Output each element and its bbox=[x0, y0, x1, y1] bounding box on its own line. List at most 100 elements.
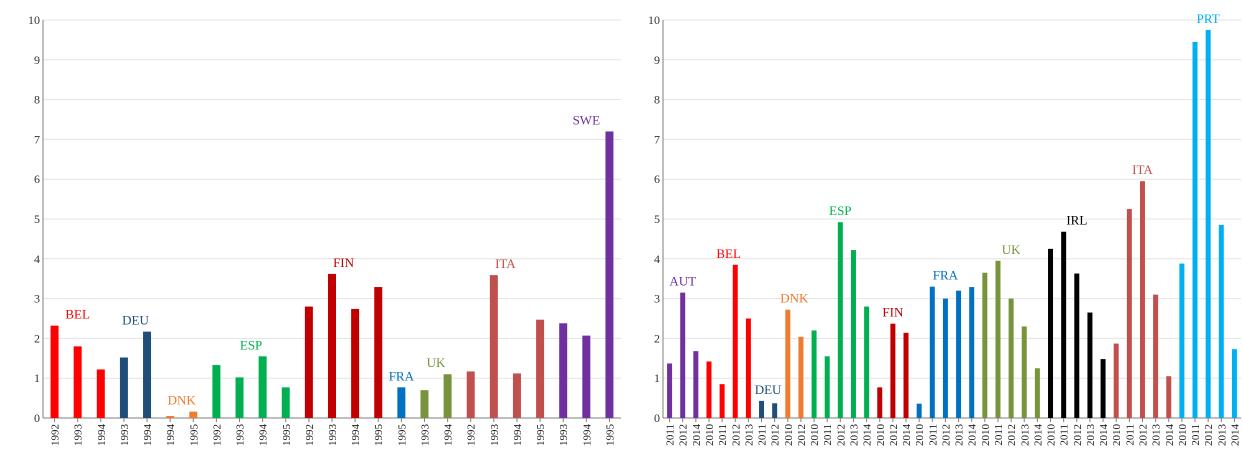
group-label-prt: PRT bbox=[1197, 11, 1220, 26]
bar-esp-2014 bbox=[864, 306, 870, 418]
x-tick-label: 2011 bbox=[717, 424, 729, 446]
chart-panel-1: 0 1 2 3 4 5 6 7 8 9 10 1992 1993 1994 BEL 1993 1994 DEU 19… bbox=[28, 13, 621, 446]
bar-fra-2014 bbox=[969, 287, 975, 418]
x-tick-label: 2010 bbox=[809, 424, 821, 447]
x-tick-label: 1993 bbox=[558, 424, 570, 447]
bar-prt-2012 bbox=[1205, 29, 1211, 418]
x-tick-label: 1995 bbox=[396, 424, 408, 447]
y-tick-label: 2 bbox=[654, 331, 660, 345]
y-tick-label: 8 bbox=[34, 93, 40, 107]
x-tick-label: 1993 bbox=[489, 423, 501, 446]
bar-fin-1992 bbox=[304, 306, 313, 418]
x-tick-label: 2011 bbox=[927, 424, 939, 446]
x-tick-label: 2010 bbox=[704, 424, 716, 447]
x-tick-label: 2012 bbox=[940, 424, 952, 446]
y-tick-label: 4 bbox=[34, 252, 40, 266]
group-label-ita: ITA bbox=[495, 256, 516, 271]
x-tick-label: 2013 bbox=[848, 424, 860, 447]
bar-fra-2011 bbox=[929, 286, 935, 418]
bar-irl-2012 bbox=[1074, 273, 1080, 418]
bar-fin-2010 bbox=[877, 387, 883, 418]
bar-uk-2014 bbox=[1034, 368, 1040, 418]
x-tick-label: 2012 bbox=[770, 424, 782, 446]
y-tick-label: 0 bbox=[654, 411, 660, 425]
x-tick-label: 2014 bbox=[862, 424, 874, 447]
bar-ita-1993 bbox=[489, 275, 498, 418]
x-tick-label: 2012 bbox=[730, 424, 742, 446]
x-tick-label: 2010 bbox=[783, 424, 795, 447]
x-tick-label: 1995 bbox=[535, 424, 547, 447]
x-tick-label: 2010 bbox=[1111, 424, 1123, 447]
x-tick-label: 1993 bbox=[327, 424, 339, 447]
bar-deu-1993 bbox=[119, 357, 128, 418]
bar-prt-2014 bbox=[1231, 349, 1237, 418]
y-tick-label: 4 bbox=[654, 252, 660, 266]
x-tick-label: 1994 bbox=[350, 424, 362, 447]
bar-fra-2013 bbox=[956, 290, 962, 418]
x-tick-label: 1992 bbox=[466, 424, 478, 446]
bar-uk-2010 bbox=[982, 272, 988, 418]
x-tick-label: 1994 bbox=[581, 424, 593, 447]
group-label-esp: ESP bbox=[829, 203, 851, 218]
x-tick-label: 2013 bbox=[954, 424, 966, 447]
group-label-fin: FIN bbox=[882, 305, 904, 320]
bar-ita-2012 bbox=[1139, 181, 1145, 418]
bar-fra-2012 bbox=[942, 298, 948, 418]
bar-uk-1993 bbox=[420, 390, 429, 418]
x-tick-label: 1995 bbox=[604, 424, 616, 447]
x-tick-label: 1993 bbox=[73, 424, 85, 447]
bar-fra-1995 bbox=[397, 387, 406, 418]
x-tick-label: 2013 bbox=[1216, 424, 1228, 447]
bar-deu-2011 bbox=[759, 400, 765, 418]
bar-dnk-2010 bbox=[785, 309, 791, 418]
x-tick-label: 2012 bbox=[796, 424, 808, 446]
bar-ita-2014 bbox=[1166, 376, 1172, 418]
x-tick-label: 2011 bbox=[1059, 424, 1071, 446]
bar-esp-2011 bbox=[824, 356, 830, 418]
x-tick-label: 2012 bbox=[1137, 424, 1149, 446]
x-tick-label: 2010 bbox=[1046, 424, 1058, 447]
y-tick-label: 10 bbox=[28, 13, 40, 27]
x-tick-label: 2013 bbox=[1019, 424, 1031, 447]
y-tick-label: 7 bbox=[34, 132, 40, 146]
bar-esp-1993 bbox=[235, 377, 244, 418]
group-label-deu: DEU bbox=[122, 313, 149, 328]
group-label-fra: FRA bbox=[389, 368, 415, 383]
y-tick-label: 0 bbox=[34, 411, 40, 425]
x-tick-label: 2014 bbox=[1229, 424, 1241, 447]
y-tick-label: 3 bbox=[654, 292, 660, 306]
y-tick-label: 3 bbox=[34, 292, 40, 306]
y-tick-label: 10 bbox=[648, 13, 660, 27]
y-tick-label: 8 bbox=[654, 93, 660, 107]
x-tick-label: 2012 bbox=[1203, 424, 1215, 446]
group-label-esp: ESP bbox=[240, 337, 262, 352]
x-tick-label: 2011 bbox=[993, 424, 1005, 446]
bar-uk-2011 bbox=[995, 260, 1001, 418]
bar-aut-2012 bbox=[680, 292, 686, 418]
x-tick-label: 1995 bbox=[281, 424, 293, 447]
x-tick-label: 2010 bbox=[980, 424, 992, 447]
bar-ita-1995 bbox=[536, 319, 545, 418]
bar-irl-2014 bbox=[1100, 359, 1106, 418]
x-tick-label: 2011 bbox=[1124, 424, 1136, 446]
x-tick-label: 2012 bbox=[888, 424, 900, 446]
bar-ita-1992 bbox=[466, 371, 475, 418]
bar-prt-2010 bbox=[1179, 263, 1185, 418]
group-label-dnk: DNK bbox=[168, 393, 197, 408]
bar-esp-2012 bbox=[837, 222, 843, 418]
x-tick-label: 2010 bbox=[1177, 424, 1189, 447]
x-tick-label: 1994 bbox=[443, 424, 455, 447]
x-tick-label: 2012 bbox=[835, 424, 847, 446]
bar-prt-2011 bbox=[1192, 41, 1198, 418]
y-tick-label: 5 bbox=[34, 212, 40, 226]
bar-irl-2010 bbox=[1048, 248, 1054, 418]
x-tick-label: 2014 bbox=[691, 424, 703, 447]
bar-fin-1995 bbox=[374, 287, 383, 418]
bar-esp-1992 bbox=[212, 365, 221, 418]
bar-bel-2010 bbox=[706, 361, 712, 418]
bar-bel-1993 bbox=[73, 346, 82, 418]
bar-bel-2012 bbox=[732, 264, 738, 418]
